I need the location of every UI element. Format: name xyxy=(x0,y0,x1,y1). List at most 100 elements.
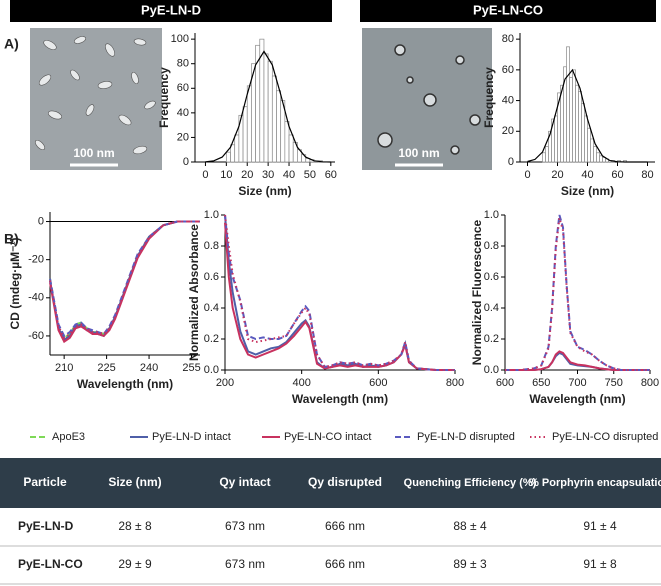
bar xyxy=(267,60,273,163)
x-tick-label: 225 xyxy=(97,362,115,374)
bar xyxy=(578,91,582,163)
x-axis-label: Wavelength (nm) xyxy=(529,392,625,406)
legend-label: PyE-LN-D intact xyxy=(152,431,231,443)
scale-bar-label: 100 nm xyxy=(398,146,439,160)
y-tick-label: 80 xyxy=(177,58,189,70)
line xyxy=(224,214,455,371)
line xyxy=(49,220,200,340)
y-tick-label: 0.6 xyxy=(204,271,219,283)
x-tick-label: 700 xyxy=(568,377,586,389)
bar xyxy=(263,53,269,163)
x-tick-label: 60 xyxy=(325,169,337,181)
bar xyxy=(572,69,576,163)
y-tick-label: -20 xyxy=(28,254,44,266)
column-header: Size (nm) xyxy=(108,475,161,489)
y-tick-label: 60 xyxy=(177,82,189,94)
y-tick-label: 40 xyxy=(177,107,189,119)
panel-label: A) xyxy=(4,36,19,52)
column-header: % Porphyrin encapsulation xyxy=(529,477,661,489)
line xyxy=(224,214,455,371)
y-tick-label: -60 xyxy=(28,330,44,342)
bar xyxy=(542,152,546,163)
y-tick-label: 0.4 xyxy=(204,302,219,314)
x-tick-label: 30 xyxy=(262,169,274,181)
y-tick-label: 0.2 xyxy=(204,333,219,345)
y-tick-label: 20 xyxy=(502,125,514,137)
legend-label: ApoE3 xyxy=(52,431,85,443)
bar xyxy=(271,75,277,163)
x-tick-label: 650 xyxy=(532,377,550,389)
x-tick-label: 800 xyxy=(641,377,659,389)
column-header: Qy disrupted xyxy=(308,475,382,489)
y-tick-label: 0.8 xyxy=(484,240,499,252)
legend-label: PyE-LN-D disrupted xyxy=(417,431,515,443)
x-tick-label: 255 xyxy=(182,362,200,374)
line xyxy=(505,350,650,371)
x-tick-label: 20 xyxy=(241,169,253,181)
bar xyxy=(596,152,600,163)
y-tick-label: 0.0 xyxy=(204,364,219,376)
legend-label: PyE-LN-CO intact xyxy=(284,431,371,443)
x-tick-label: 600 xyxy=(369,377,387,389)
table-cell: 28 ± 8 xyxy=(118,519,152,533)
y-tick-label: 1.0 xyxy=(204,209,219,221)
bar xyxy=(288,134,294,163)
line xyxy=(224,214,455,371)
bar xyxy=(560,84,564,163)
x-axis-label: Wavelength (nm) xyxy=(292,392,388,406)
y-tick-label: 80 xyxy=(502,33,514,45)
y-tick-label: 20 xyxy=(177,131,189,143)
table-cell: 91 ± 8 xyxy=(583,557,617,571)
x-tick-label: 40 xyxy=(283,169,295,181)
x-tick-label: 600 xyxy=(496,377,514,389)
x-tick-label: 10 xyxy=(220,169,232,181)
x-axis-label: Size (nm) xyxy=(561,184,614,198)
x-tick-label: 60 xyxy=(611,169,623,181)
bar xyxy=(575,84,579,163)
table-cell: 89 ± 3 xyxy=(453,557,487,571)
y-tick-label: 0 xyxy=(183,156,189,168)
line xyxy=(49,220,200,340)
bar xyxy=(593,146,597,163)
bar xyxy=(599,155,603,163)
x-tick-label: 400 xyxy=(292,377,310,389)
bar xyxy=(246,85,252,163)
line xyxy=(505,217,650,371)
line xyxy=(527,68,648,163)
x-tick-label: 240 xyxy=(140,362,158,374)
line xyxy=(205,50,331,163)
line xyxy=(224,222,455,371)
header: PyE-LN-CO xyxy=(473,2,543,17)
table-cell: 88 ± 4 xyxy=(453,519,487,533)
header-bar xyxy=(360,0,656,22)
bar xyxy=(554,115,558,163)
column-header: Particle xyxy=(23,475,67,489)
legend-label: PyE-LN-CO disrupted xyxy=(552,431,658,443)
x-tick-label: 40 xyxy=(581,169,593,181)
y-tick-label: 0.8 xyxy=(204,240,219,252)
header: PyE-LN-D xyxy=(141,2,201,17)
y-tick-label: 0.2 xyxy=(484,333,499,345)
x-axis-label: Wavelength (nm) xyxy=(77,377,173,391)
y-tick-label: -40 xyxy=(28,292,44,304)
y-axis-label: Normalized Fluorescence xyxy=(470,219,484,365)
scale-bar-label: 100 nm xyxy=(73,146,114,160)
table-cell: 91 ± 4 xyxy=(583,519,617,533)
x-tick-label: 80 xyxy=(641,169,653,181)
header-bar xyxy=(10,0,332,22)
line xyxy=(49,220,200,344)
bar xyxy=(587,127,591,163)
y-tick-label: 0 xyxy=(38,215,44,227)
bar xyxy=(569,77,573,163)
x-tick-label: 200 xyxy=(216,377,234,389)
y-tick-label: 1.0 xyxy=(484,209,499,221)
y-tick-label: 60 xyxy=(502,64,514,76)
line xyxy=(505,351,650,371)
x-tick-label: 20 xyxy=(551,169,563,181)
y-tick-label: 0 xyxy=(508,156,514,168)
x-tick-label: 800 xyxy=(446,377,464,389)
bar xyxy=(225,151,231,163)
table-cell: PyE-LN-D xyxy=(18,519,74,533)
column-header: Quenching Efficiency (%) xyxy=(404,477,537,489)
